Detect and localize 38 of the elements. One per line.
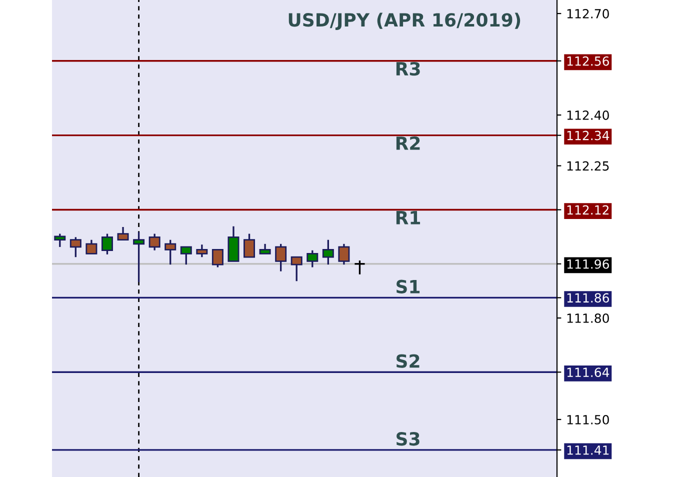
candlestick (117, 226, 129, 241)
y-tick-label: 111.64 (567, 368, 610, 378)
y-tick-label: 111.96 (567, 259, 609, 269)
text: USD/JPY (APR 16/2019) (288, 12, 520, 30)
y-tick-label: 112.34 (567, 130, 610, 140)
candlestick (275, 243, 287, 272)
y-tick-label: 112.25 (567, 161, 609, 171)
y-tick-label: 112.12 (567, 205, 609, 214)
y-tick-label: 111.86 (567, 293, 609, 303)
y-tick-label: 112.56 (567, 56, 609, 66)
ref-line-label: R2 (396, 136, 420, 150)
candlestick (101, 232, 113, 256)
candlestick (148, 232, 160, 252)
candlestick (259, 243, 271, 255)
candlestick (244, 232, 256, 258)
ref-line-label: S2 (396, 354, 420, 368)
ref-line-label: R3 (396, 62, 420, 76)
candlestick (338, 243, 350, 266)
y-tick-label: 111.41 (567, 446, 609, 455)
ref-line-label: S3 (396, 432, 420, 446)
candlestick (290, 256, 302, 282)
candlestick (70, 236, 82, 258)
candlestick (196, 244, 208, 258)
candlestick (322, 239, 334, 266)
candlestick (54, 232, 66, 248)
candlestick (306, 250, 318, 268)
candlestick (164, 239, 176, 266)
ref-line-label: S1 (396, 280, 420, 294)
candlestick (133, 231, 145, 283)
candlestick (180, 246, 192, 266)
ref-line-label: R1 (396, 211, 420, 224)
candlestick (354, 260, 366, 276)
candlestick (212, 248, 224, 268)
y-tick-label: 112.40 (567, 110, 609, 120)
y-tick-label: 111.50 (567, 414, 609, 424)
y-tick-label: 111.80 (567, 313, 609, 323)
candlestick (86, 239, 98, 255)
y-tick-label: 112.70 (567, 9, 609, 18)
